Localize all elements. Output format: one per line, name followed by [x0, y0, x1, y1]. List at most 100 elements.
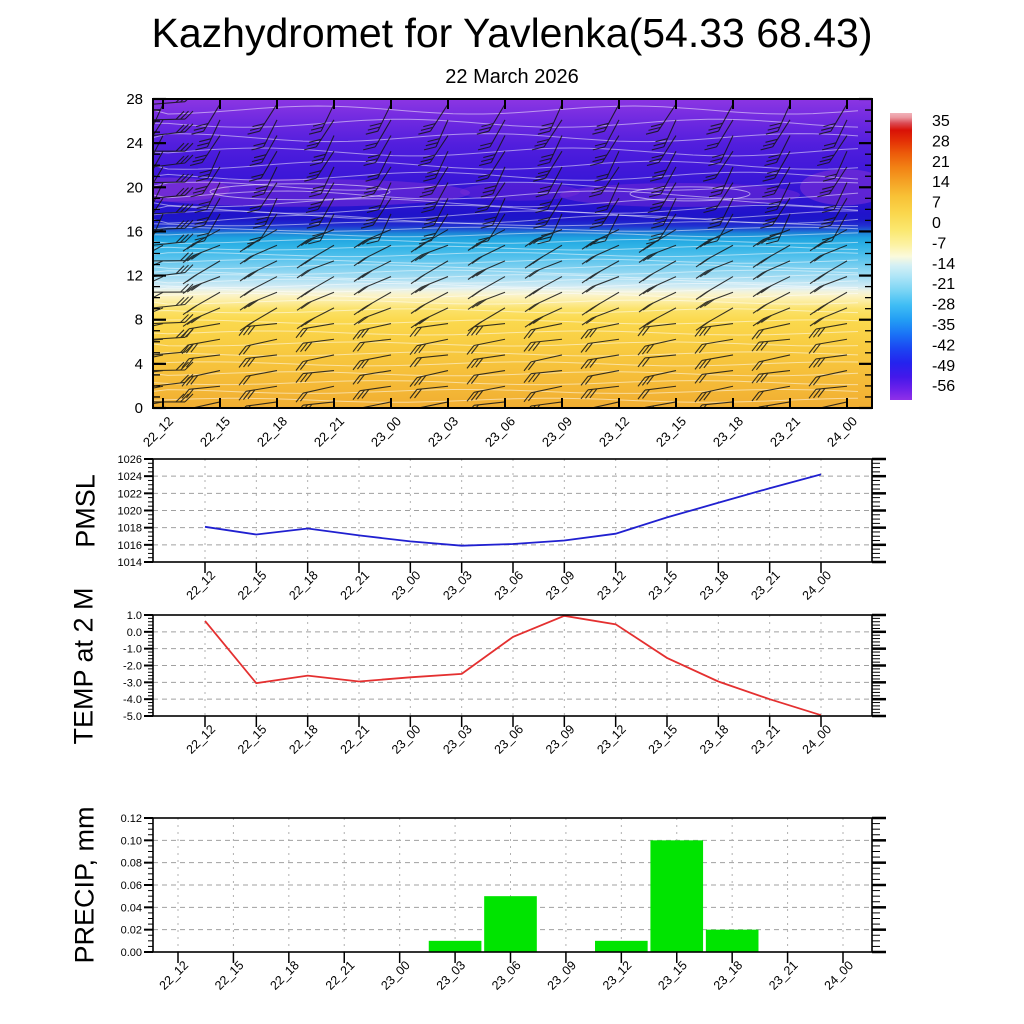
colorbar-tick-label: -14 [932, 256, 955, 273]
temp-2m-ytick-label: -5.0 [123, 711, 142, 723]
colorbar-tick-label: -7 [932, 235, 946, 252]
xsec-xtick-label: 22_21 [311, 414, 347, 450]
pmsl-ytick-label: 1018 [118, 523, 142, 535]
precip-xtick-label: 22_21 [323, 958, 358, 993]
temp-2m-ytick-label: -2.0 [123, 661, 142, 673]
xsec-xtick-label: 23_09 [539, 414, 575, 450]
pmsl-ytick-label: 1016 [118, 540, 142, 552]
colorbar-tick-label: -49 [932, 358, 955, 375]
xsec-xtick-label: 22_18 [254, 414, 290, 450]
colorbar-tick-label: 7 [932, 195, 941, 212]
colorbar-tick-label: 21 [932, 154, 950, 171]
precip-xtick-label: 23_03 [434, 958, 469, 993]
colorbar-gradient [890, 113, 912, 400]
temp-2m-xtick-label: 22_12 [184, 722, 219, 757]
precip-xtick-label: 22_15 [212, 958, 247, 993]
pmsl-xtick-label: 23_00 [389, 568, 424, 603]
pmsl-xtick-label: 23_21 [748, 568, 783, 603]
pmsl-ytick-label: 1022 [118, 488, 142, 500]
precip-xtick-label: 23_12 [600, 958, 635, 993]
xsec-xtick-label: 23_15 [653, 414, 689, 450]
cross-section-panel: 0 4 8 12 16 20 24 28 22_12 22_15 22_18 22_21 23_00 23… [126, 91, 873, 450]
pmsl-ytick-label: 1020 [118, 506, 142, 518]
pmsl-ytick-label: 1024 [118, 471, 142, 483]
precip-xtick-label: 22_18 [267, 958, 302, 993]
pmsl-ytick-label: 1014 [118, 557, 142, 569]
xsec-ytick-label: 16 [126, 223, 143, 240]
colorbar-tick-label: -28 [932, 297, 955, 314]
precip-xtick-label: 23_15 [655, 958, 690, 993]
xsec-ytick-label: 20 [126, 179, 143, 196]
pmsl-xtick-label: 22_18 [286, 568, 321, 603]
precip-ytick-label: 0.10 [121, 835, 142, 847]
temp-2m-xtick-label: 24_00 [800, 722, 835, 757]
temp-2m-xtick-label: 22_21 [338, 722, 373, 757]
colorbar-tick-label: 0 [932, 215, 941, 232]
xsec-xtick-label: 22_12 [140, 414, 176, 450]
pmsl-xtick-label: 22_21 [338, 568, 373, 603]
temp-2m-panel: -5.0 -4.0 -3.0 -2.0 -1.0 0.0 1.0 22_12 22_15 22_1… [123, 610, 886, 757]
precip-ytick-label: 0.00 [121, 947, 142, 959]
xsec-xtick-label: 23_06 [482, 414, 518, 450]
pmsl-xtick-label: 23_06 [492, 568, 527, 603]
temperature-colorbar: 35 28 21 14 7 0 -7 -14 -21 -28 -35 -42 -49 -56 [890, 113, 955, 400]
precip-xtick-label: 24_00 [822, 958, 857, 993]
colorbar-tick-label: -35 [932, 317, 955, 334]
xsec-xtick-label: 23_03 [425, 414, 461, 450]
pmsl-line [204, 473, 822, 547]
temp-2m-xtick-label: 22_18 [286, 722, 321, 757]
pmsl-xtick-label: 23_15 [646, 568, 681, 603]
pmsl-xtick-label: 23_09 [543, 568, 578, 603]
pmsl-panel: 1014 1016 1018 1020 1022 1024 1026 22_12 22_15 22… [118, 454, 886, 603]
xsec-ytick-label: 28 [126, 91, 143, 108]
colorbar-tick-label: -56 [932, 378, 955, 395]
pmsl-xtick-label: 22_15 [235, 568, 270, 603]
pmsl-xtick-label: 22_12 [184, 568, 219, 603]
temp-2m-xtick-label: 23_12 [594, 722, 629, 757]
precip-bar [595, 940, 648, 952]
temp-2m-xtick-label: 23_21 [748, 722, 783, 757]
temp-2m-xtick-label: 23_06 [492, 722, 527, 757]
precip-bar [428, 940, 482, 952]
xsec-xtick-label: 23_00 [368, 414, 404, 450]
colorbar-tick-label: -42 [932, 337, 955, 354]
precip-xtick-label: 23_06 [489, 958, 524, 993]
page-title: Kazhydromet for Yavlenka(54.33 68.43) [151, 10, 873, 56]
precip-xtick-label: 23_09 [545, 958, 580, 993]
pmsl-xtick-label: 23_03 [440, 568, 475, 603]
colorbar-tick-label: 35 [932, 113, 950, 130]
pmsl-ytick-label: 1026 [118, 454, 142, 466]
xsec-xtick-label: 24_00 [824, 414, 860, 450]
xsec-ytick-label: 0 [135, 400, 143, 417]
precip-panel: 0.00 0.02 0.04 0.06 0.08 0.10 0.12 22_12 22_15 22… [121, 813, 886, 993]
pmsl-xtick-label: 24_00 [800, 568, 835, 603]
colorbar-tick-label: 14 [932, 174, 950, 191]
xsec-xtick-label: 23_18 [710, 414, 746, 450]
precip-ytick-label: 0.02 [121, 925, 142, 937]
precip-bar [705, 929, 759, 952]
precip-xtick-label: 23_00 [378, 958, 413, 993]
pmsl-xtick-label: 23_18 [697, 568, 732, 603]
xsec-xtick-label: 23_21 [767, 414, 803, 450]
temp-2m-line [204, 614, 822, 717]
precip-bar [650, 840, 704, 952]
precip-ytick-label: 0.08 [121, 858, 142, 870]
xsec-ytick-label: 12 [126, 268, 143, 285]
temp-2m-xtick-label: 23_03 [440, 722, 475, 757]
temp-2m-xtick-label: 23_15 [646, 722, 681, 757]
pmsl-xtick-label: 23_12 [594, 568, 629, 603]
colorbar-tick-label: 28 [932, 133, 950, 150]
precip-xtick-label: 23_21 [766, 958, 801, 993]
xsec-ytick-label: 4 [135, 356, 143, 373]
precip-ytick-label: 0.04 [121, 902, 142, 914]
precip-bar [484, 896, 537, 952]
temp-2m-ytick-label: -3.0 [123, 677, 142, 689]
temp-2m-ytick-label: -4.0 [123, 694, 142, 706]
xsec-ytick-label: 8 [135, 312, 143, 329]
temp-2m-xtick-label: 23_18 [697, 722, 732, 757]
date-subtitle: 22 March 2026 [445, 66, 579, 88]
precip-ytick-label: 0.06 [121, 880, 142, 892]
temp-2m-ytick-label: 1.0 [127, 610, 142, 622]
temp-2m-ytick-label: 0.0 [127, 627, 142, 639]
